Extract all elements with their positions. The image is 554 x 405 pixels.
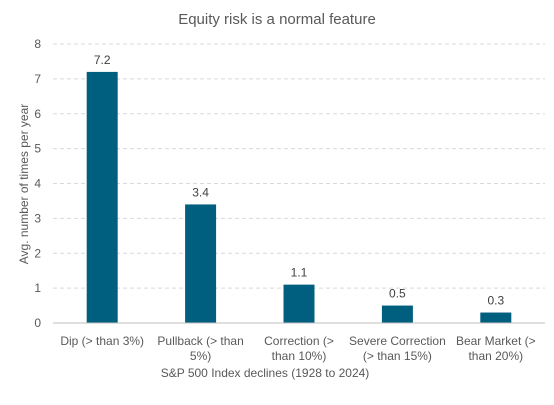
y-axis-title: Avg. number of times per year [17,104,31,265]
x-tick-label-line: Correction (> [264,334,334,348]
x-tick-label-line: Pullback (> than [157,334,243,348]
x-tick-label: Severe Correction (> than 15%) [349,334,446,363]
bar [283,284,315,323]
x-tick-label-line: Bear Market (> [456,334,536,348]
data-labels: 7.2 3.4 1.1 0.5 0.3 [94,53,505,308]
y-tick-label: 0 [34,316,41,330]
x-tick-label-line: 5%) [190,349,211,363]
y-tick-label: 3 [34,211,41,225]
data-label: 0.5 [389,287,406,301]
y-axis-ticks: 0 1 2 3 4 5 6 7 8 [34,37,41,330]
y-tick-label: 5 [34,142,41,156]
bar [480,312,512,323]
data-label: 3.4 [192,185,209,199]
bar [86,71,118,324]
data-label: 0.3 [487,294,504,308]
data-label: 1.1 [291,266,308,280]
x-tick-label-line: than 10%) [272,349,327,363]
y-tick-label: 8 [34,37,41,51]
y-tick-label: 7 [34,72,41,86]
y-tick-label: 4 [34,177,41,191]
x-axis-ticks: Dip (> than 3%) Pullback (> than 5%) Correc… [60,334,535,363]
x-tick-label-line: Severe Correction [349,334,446,348]
x-tick-label-line: than 20%) [468,349,523,363]
x-tick-label: Bear Market (> than 20%) [456,334,536,363]
bars [86,71,512,324]
x-tick-label-line: (> than 15%) [363,349,432,363]
bar [381,305,413,323]
x-tick-label: Pullback (> than 5%) [157,334,243,363]
chart-title: Equity risk is a normal feature [178,11,376,28]
x-tick-label: Correction (> than 10%) [264,334,334,363]
data-label: 7.2 [94,53,111,67]
x-tick-label-line: Dip (> than 3%) [60,334,144,348]
y-tick-label: 2 [34,246,41,260]
bar [185,204,217,323]
x-tick-label: Dip (> than 3%) [60,334,144,348]
y-tick-label: 1 [34,281,41,295]
gridlines [53,43,545,289]
y-tick-label: 6 [34,107,41,121]
x-axis-title: S&P 500 Index declines (1928 to 2024) [161,366,370,380]
